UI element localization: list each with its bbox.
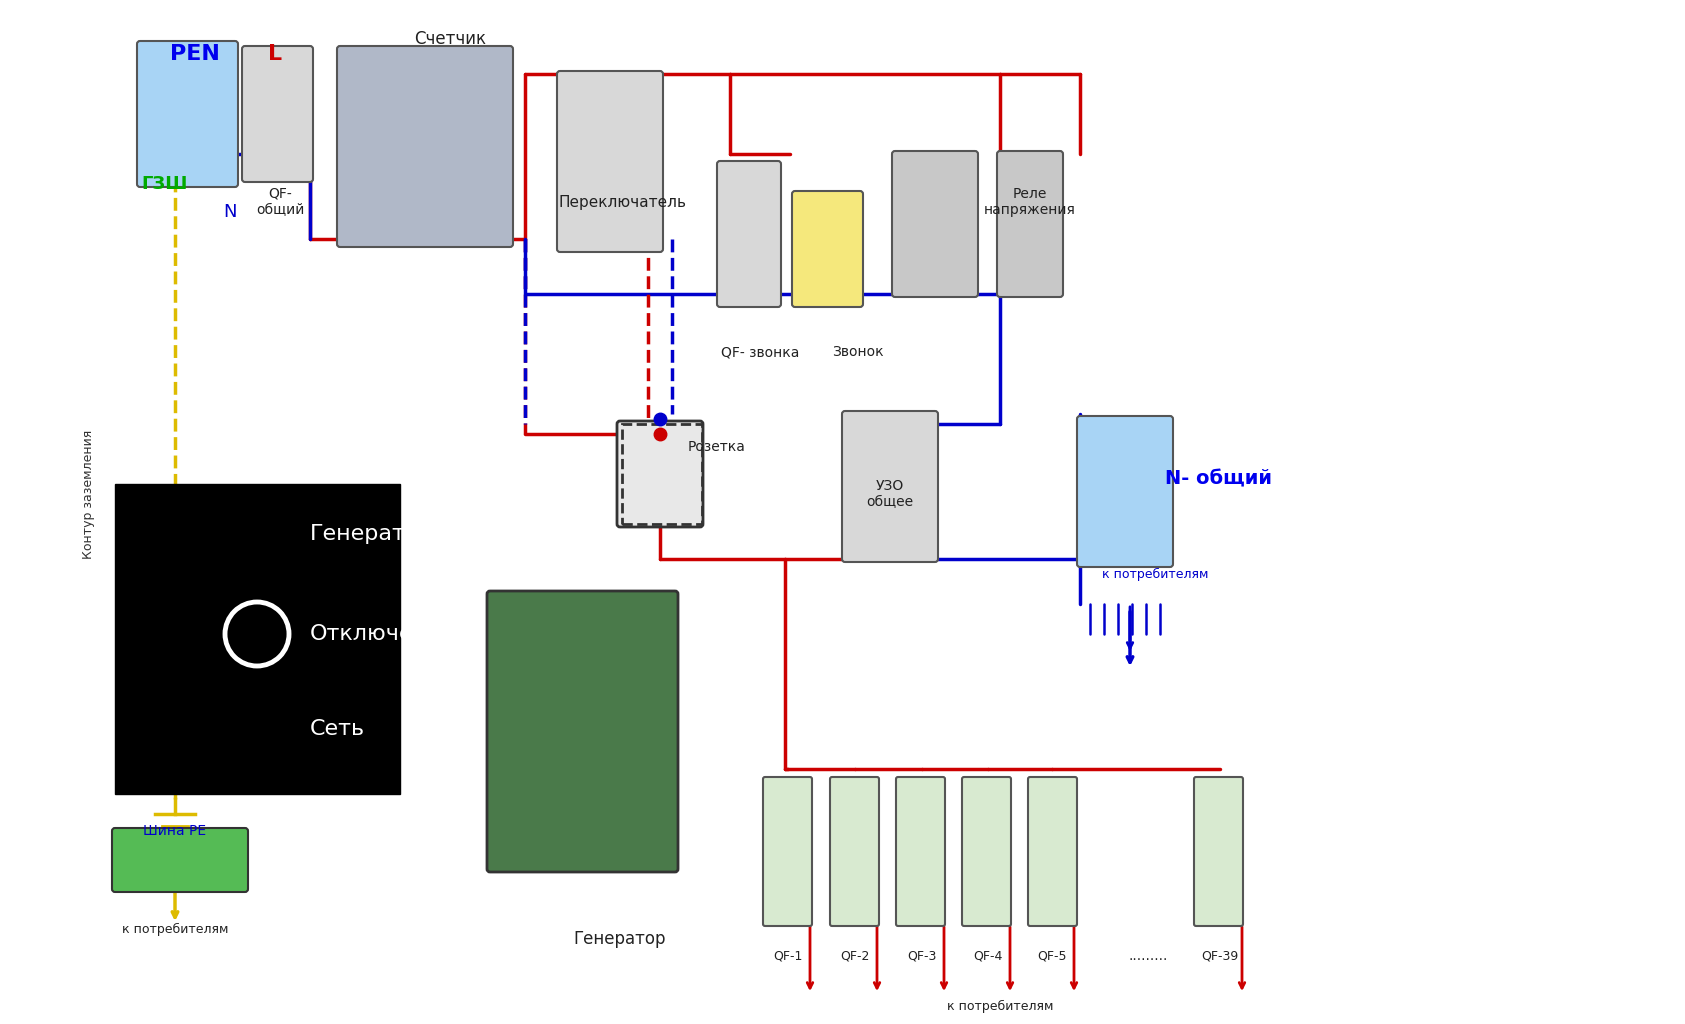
Text: QF-2: QF-2 — [841, 949, 869, 963]
FancyBboxPatch shape — [962, 777, 1011, 926]
FancyBboxPatch shape — [891, 151, 977, 297]
FancyBboxPatch shape — [337, 46, 512, 247]
FancyBboxPatch shape — [558, 71, 662, 252]
Text: QF-5: QF-5 — [1038, 949, 1067, 963]
Text: L: L — [268, 44, 281, 63]
Text: Отключение: Отключение — [310, 624, 457, 644]
Text: QF-3: QF-3 — [907, 949, 937, 963]
FancyBboxPatch shape — [792, 191, 863, 307]
FancyBboxPatch shape — [998, 151, 1063, 297]
Text: QF-4: QF-4 — [974, 949, 1003, 963]
FancyBboxPatch shape — [136, 41, 238, 187]
Text: QF-
общий: QF- общий — [256, 187, 305, 217]
Text: .........: ......... — [1129, 949, 1168, 963]
Text: QF- звонка: QF- звонка — [721, 345, 799, 359]
Text: QF-39: QF-39 — [1201, 949, 1238, 963]
Text: Звонок: Звонок — [832, 345, 885, 359]
FancyBboxPatch shape — [896, 777, 945, 926]
Text: Генератор: Генератор — [575, 930, 666, 948]
FancyBboxPatch shape — [763, 777, 812, 926]
Text: Шина РЕ: Шина РЕ — [143, 824, 207, 838]
Text: Контур заземления: Контур заземления — [81, 429, 94, 559]
Text: Розетка: Розетка — [687, 440, 746, 454]
Bar — [622, 424, 703, 524]
Text: QF-1: QF-1 — [773, 949, 802, 963]
Text: N: N — [222, 203, 238, 221]
Text: к потребителям: к потребителям — [947, 999, 1053, 1013]
Text: Счетчик: Счетчик — [415, 30, 485, 48]
FancyBboxPatch shape — [617, 421, 703, 527]
FancyBboxPatch shape — [1077, 416, 1173, 567]
FancyBboxPatch shape — [1195, 777, 1244, 926]
Text: N- общий: N- общий — [1164, 469, 1272, 488]
FancyBboxPatch shape — [718, 161, 782, 307]
Text: ГЗШ: ГЗШ — [142, 175, 189, 193]
Text: УЗО
общее: УЗО общее — [866, 479, 913, 509]
FancyBboxPatch shape — [243, 46, 313, 182]
FancyBboxPatch shape — [111, 828, 248, 892]
FancyBboxPatch shape — [831, 777, 880, 926]
Text: Реле
напряжения: Реле напряжения — [984, 187, 1077, 217]
Bar — [115, 484, 399, 794]
FancyBboxPatch shape — [487, 591, 677, 872]
FancyBboxPatch shape — [842, 411, 939, 562]
Text: к потребителям: к потребителям — [1102, 567, 1208, 581]
FancyBboxPatch shape — [1028, 777, 1077, 926]
Text: Генератор: Генератор — [310, 524, 433, 544]
Text: PEN: PEN — [170, 44, 221, 63]
Text: Переключатель: Переключатель — [558, 195, 686, 210]
Text: Сеть: Сеть — [310, 719, 366, 739]
Text: к потребителям: к потребителям — [121, 923, 227, 936]
